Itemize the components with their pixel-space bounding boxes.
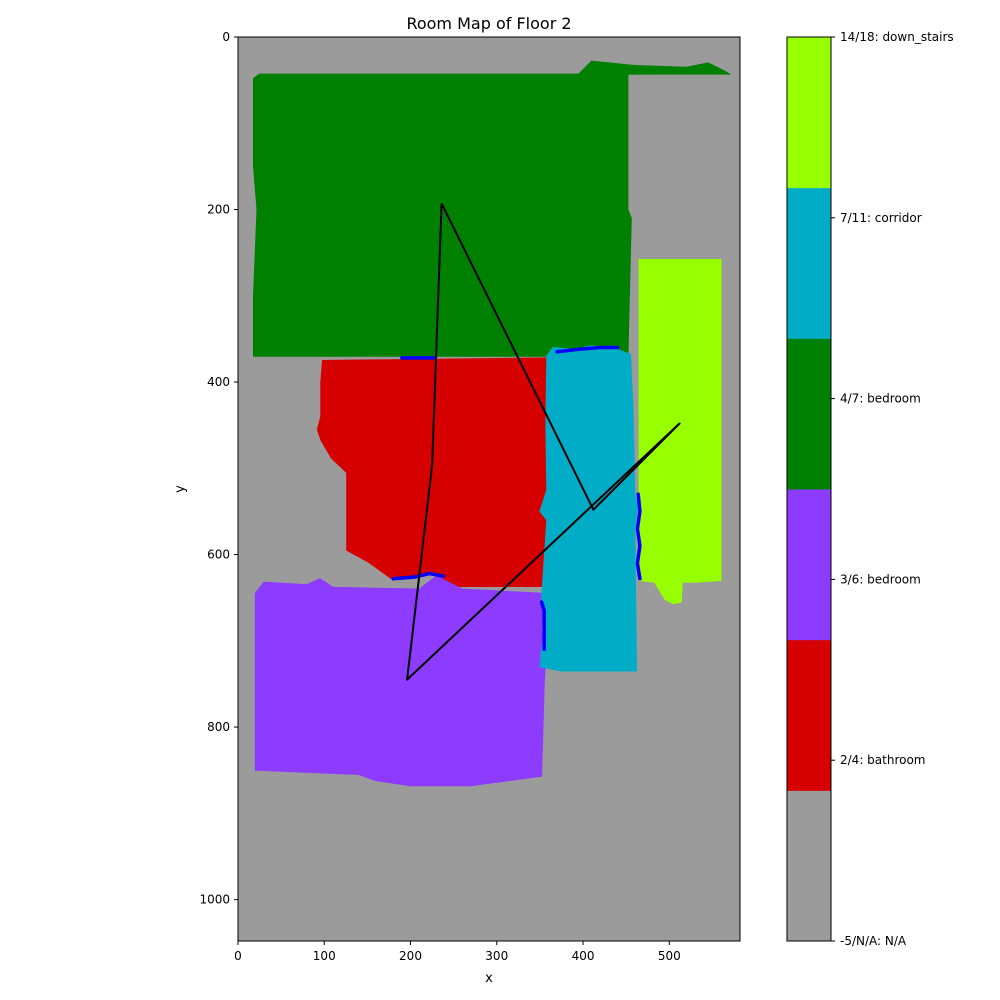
colorbar-segment	[787, 187, 831, 339]
colorbar-segment	[787, 338, 831, 490]
room-edge-2	[555, 345, 620, 354]
x-axis-label: x	[485, 971, 493, 986]
room-region-3-6	[254, 575, 548, 787]
x-tick-label: 400	[572, 949, 595, 963]
room-edge-3	[391, 571, 446, 581]
x-tick-label: 300	[485, 949, 508, 963]
x-tick-label: 500	[658, 949, 681, 963]
x-tick-label: 100	[313, 949, 336, 963]
colorbar-tick-label: -5/N/A: N/A	[840, 934, 907, 948]
y-axis-label: y	[173, 485, 188, 493]
y-tick-label: 1000	[199, 893, 230, 907]
y-tick-label: 600	[207, 548, 230, 562]
room-region-14-18	[638, 259, 722, 605]
plot-frame	[237, 36, 741, 942]
chart-title: Room Map of Floor 2	[406, 14, 571, 33]
plot-area	[237, 36, 741, 942]
y-tick-label: 800	[207, 720, 230, 734]
y-tick-label: 400	[207, 375, 230, 389]
colorbar-tick-label: 3/6: bedroom	[840, 572, 921, 586]
colorbar: -5/N/A: N/A 2/4: bathroom 3/6: bedroom 4/7:…	[786, 30, 954, 948]
y-tick-label: 200	[207, 203, 230, 217]
colorbar-tick-label: 2/4: bathroom	[840, 753, 926, 767]
x-tick-label: 200	[399, 949, 422, 963]
x-axis: 0 100 200 300 400 500	[234, 941, 681, 963]
colorbar-frame	[786, 36, 832, 942]
y-axis: 0 200 400 600 800 1000	[199, 30, 238, 907]
room-region-4-7	[253, 60, 732, 357]
colorbar-tick-label: 14/18: down_stairs	[840, 30, 954, 44]
colorbar-segment	[787, 489, 831, 641]
path-line	[406, 203, 681, 681]
colorbar-tick-label: 4/7: bedroom	[840, 392, 921, 406]
y-tick-label: 0	[222, 30, 230, 44]
colorbar-segment	[787, 790, 831, 942]
x-tick-label: 0	[234, 949, 242, 963]
colorbar-segment	[787, 37, 831, 189]
room-edge-4	[635, 492, 642, 581]
room-edge-5	[539, 600, 546, 652]
colorbar-tick-label: 7/11: corridor	[840, 211, 922, 225]
colorbar-segment	[787, 639, 831, 791]
